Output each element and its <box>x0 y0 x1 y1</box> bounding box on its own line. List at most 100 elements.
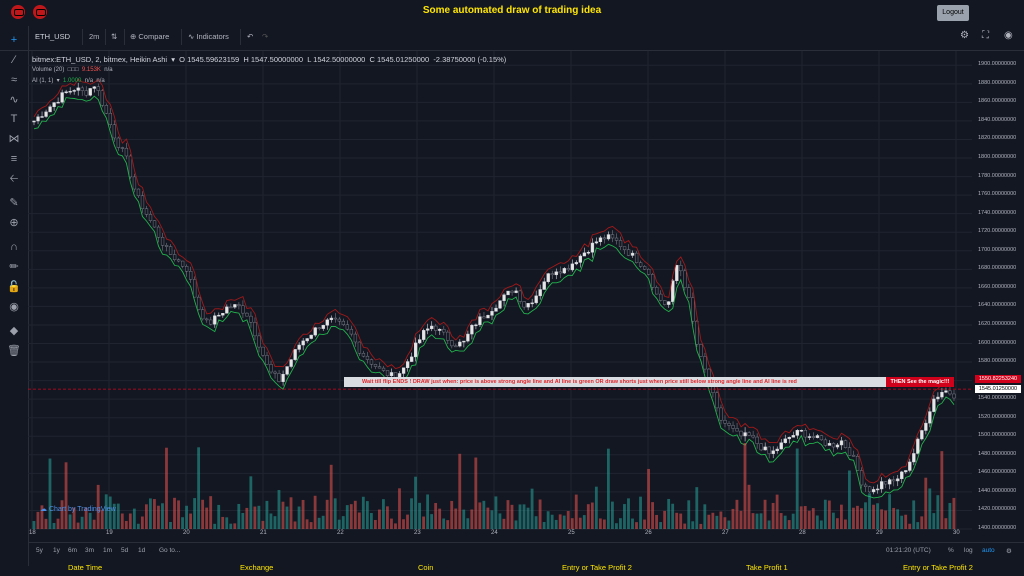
ruler-icon[interactable]: ✎ <box>9 197 19 209</box>
ai-value: 1.0000 <box>63 78 82 84</box>
trash-icon[interactable]: 🗑 <box>7 345 21 357</box>
layers-icon[interactable]: ◆ <box>9 325 19 337</box>
candle <box>217 314 221 317</box>
brush-icon[interactable]: ∿ <box>9 94 19 106</box>
goto-button[interactable]: Go to... <box>159 547 181 554</box>
candle <box>542 281 546 290</box>
range-6m[interactable]: 6m <box>68 547 78 554</box>
volume-bar <box>602 519 606 529</box>
pattern-icon[interactable]: ⋈ <box>8 133 20 145</box>
magnet-icon[interactable]: ∩ <box>10 241 18 253</box>
volume-bar <box>446 520 450 529</box>
logo-icon <box>33 5 47 19</box>
candle <box>124 147 129 157</box>
candle <box>361 352 366 357</box>
price-tick-label: 1760.00000000 <box>978 191 1017 198</box>
candle <box>940 392 944 398</box>
time-tick-label: 18 <box>29 530 36 536</box>
candle <box>377 366 382 369</box>
eye-icon[interactable]: ◉ <box>9 301 19 313</box>
candle <box>699 344 703 357</box>
price-tick-label: 1880.00000000 <box>978 79 1017 86</box>
volume-bar <box>44 518 48 529</box>
zoom-icon[interactable]: ⊕ <box>9 217 19 229</box>
volume-bar <box>747 484 751 529</box>
axis-settings-icon[interactable]: ⚙ <box>1006 548 1012 555</box>
candle <box>904 470 908 473</box>
percent-toggle[interactable]: % <box>948 547 954 554</box>
volume-bar <box>542 522 546 529</box>
redo-icon[interactable]: ↷ <box>262 32 269 41</box>
price-tick-label: 1500.00000000 <box>978 432 1017 439</box>
ai-legend[interactable]: AI (1, 1) ▾ 1.0000 n/a n/a <box>32 78 105 84</box>
range-1y[interactable]: 1y <box>53 547 60 554</box>
trendline-icon[interactable]: ∕ <box>13 54 15 66</box>
price-chart[interactable] <box>28 51 972 541</box>
time-axis[interactable]: 18 19 20 21 22 23 24 25 26 27 28 29 30 <box>28 529 972 541</box>
text-icon[interactable]: T <box>10 113 18 125</box>
auto-toggle[interactable]: auto <box>982 547 995 554</box>
volume-bar <box>490 510 494 529</box>
back-arrow-icon[interactable]: 🡠 <box>9 173 19 185</box>
price-axis[interactable]: 1900.00000000 1880.00000000 1860.00000000 1… <box>972 51 1024 541</box>
price-tick-label: 1900.00000000 <box>978 61 1017 68</box>
candle <box>337 318 341 322</box>
crosshair-icon[interactable]: + <box>10 34 18 46</box>
tradingview-watermark[interactable]: ☁ Chart by TradingView <box>40 506 116 513</box>
price-tick-label: 1820.00000000 <box>978 135 1017 142</box>
candle <box>317 327 321 329</box>
volume-bar <box>84 507 88 529</box>
candle <box>490 311 494 316</box>
range-5y[interactable]: 5y <box>36 547 43 554</box>
range-3m[interactable]: 3m <box>85 547 95 554</box>
symbol-search[interactable]: ETH_USD <box>35 32 71 41</box>
candle <box>546 273 550 282</box>
candle <box>502 294 506 301</box>
candle <box>353 333 358 343</box>
volume-bar <box>189 513 192 529</box>
candle <box>333 317 337 320</box>
range-5d[interactable]: 5d <box>121 547 129 554</box>
volume-bar <box>169 521 172 529</box>
chart-canvas[interactable] <box>28 51 972 541</box>
undo-icon[interactable]: ↶ <box>247 32 254 41</box>
candle <box>132 176 137 190</box>
clock[interactable]: 01:21:20 (UTC) <box>886 547 931 554</box>
lock-drawing-icon[interactable]: ✏ <box>9 261 19 273</box>
fib-icon[interactable]: ≈ <box>10 74 18 86</box>
volume-bar <box>341 516 345 529</box>
volume-bar <box>888 494 892 529</box>
candle <box>602 237 607 240</box>
chart-type-icon[interactable]: ⇅ <box>111 32 118 41</box>
logout-button[interactable]: Logout <box>937 5 969 21</box>
candle <box>474 324 478 327</box>
lock-icon[interactable]: 🔓 <box>7 281 21 293</box>
volume-bar <box>96 484 100 529</box>
fullscreen-icon[interactable]: ⛶ <box>982 30 989 41</box>
candle <box>924 422 928 431</box>
volume-bar <box>683 523 687 529</box>
price-tick-label: 1580.00000000 <box>978 358 1017 365</box>
time-tick-label: 27 <box>722 530 729 536</box>
volume-bar <box>277 490 281 529</box>
snapshot-icon[interactable]: ◉ <box>1004 30 1013 41</box>
price-tick-label: 1640.00000000 <box>978 302 1017 309</box>
indicators-button[interactable]: ∿ Indicators <box>188 32 229 41</box>
volume-bar <box>844 519 847 529</box>
compare-button[interactable]: ⊕ Compare <box>130 32 169 41</box>
range-1m[interactable]: 1m <box>103 547 113 554</box>
prediction-icon[interactable]: ≡ <box>10 153 18 165</box>
volume-bar <box>373 519 377 529</box>
footer-coin: Coin <box>418 563 434 572</box>
volume-legend[interactable]: Volume (20) □□□ 9.153K n/a <box>32 67 113 73</box>
candle <box>341 320 346 325</box>
candle <box>478 316 482 326</box>
candle <box>176 259 181 262</box>
volume-bar <box>530 488 534 529</box>
settings-icon[interactable]: ⚙ <box>960 30 969 41</box>
candle <box>566 268 570 271</box>
interval-button[interactable]: 2m <box>89 32 100 41</box>
legend-title[interactable]: bitmex:ETH_USD, 2, bitmex, Heikin Ashi <box>32 55 168 64</box>
range-1d[interactable]: 1d <box>138 547 146 554</box>
log-toggle[interactable]: log <box>964 547 973 554</box>
